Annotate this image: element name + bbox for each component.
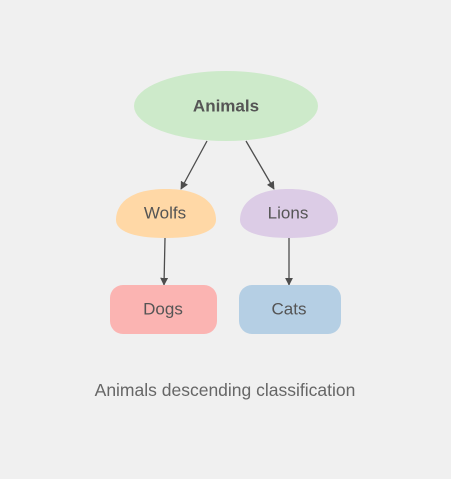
node-lions-label: Lions [268,204,309,223]
diagram-caption: Animals descending classification [95,380,356,400]
edge-animals-wolfs [180,140,208,190]
node-dogs-label: Dogs [143,300,183,319]
node-cats[interactable]: Cats [239,285,341,334]
node-cats-shape [239,285,341,334]
node-lions-shape [240,189,338,238]
node-dogs[interactable]: Dogs [110,285,217,334]
edge-wolfs-dogs [160,237,169,286]
node-wolfs[interactable]: Wolfs [116,189,216,238]
node-animals-label: Animals [193,97,259,116]
node-wolfs-shape [116,189,216,238]
node-dogs-shape [110,285,217,334]
node-animals-shape [134,71,318,141]
node-lions[interactable]: Lions [240,189,338,238]
node-cats-label: Cats [272,300,307,319]
edge-animals-lions [245,140,275,190]
node-animals[interactable]: Animals [134,71,318,141]
node-wolfs-label: Wolfs [144,204,186,223]
